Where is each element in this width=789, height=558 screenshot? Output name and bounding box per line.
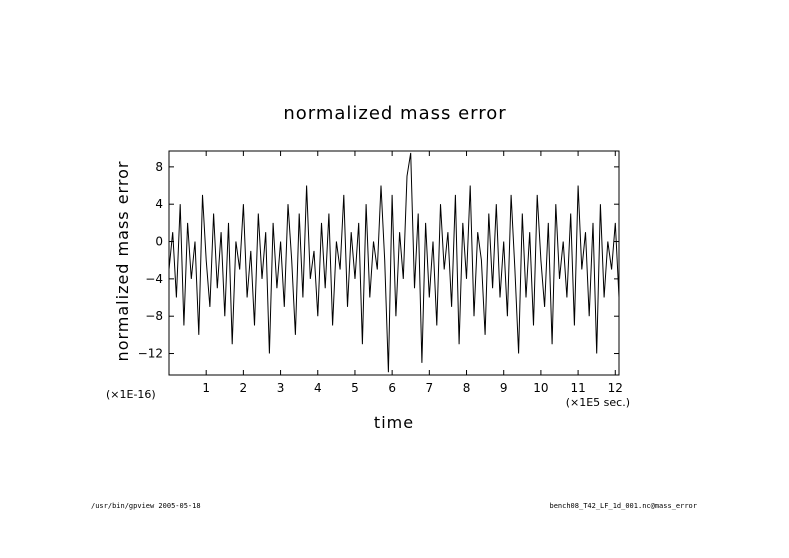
x-tick-label: 10 xyxy=(533,381,548,395)
y-tick-label: 4 xyxy=(155,197,163,211)
x-tick-label: 1 xyxy=(202,381,210,395)
y-tick-label: −12 xyxy=(138,347,163,361)
x-tick-label: 12 xyxy=(608,381,623,395)
x-tick-label: 6 xyxy=(388,381,396,395)
x-tick-label: 7 xyxy=(426,381,434,395)
x-tick-label: 5 xyxy=(351,381,359,395)
plot-frame xyxy=(168,150,620,376)
x-tick-label: 9 xyxy=(500,381,508,395)
x-tick-label: 11 xyxy=(570,381,585,395)
x-tick-label: 3 xyxy=(277,381,285,395)
y-tick-label: −4 xyxy=(145,272,163,286)
y-tick-label: 8 xyxy=(155,160,163,174)
y-tick-label: −8 xyxy=(145,309,163,323)
footer-program-date: /usr/bin/gpview 2005-05-18 xyxy=(91,502,201,510)
x-tick-label: 8 xyxy=(463,381,471,395)
plot-area xyxy=(168,150,620,376)
y-axis-label: normalized mass error xyxy=(113,161,132,362)
data-series-line xyxy=(168,152,620,373)
x-axis-label: time xyxy=(374,413,414,432)
y-tick-label: 0 xyxy=(155,235,163,249)
x-tick-label: 4 xyxy=(314,381,322,395)
footer-data-source: bench08_T42_LF_1d_001.nc@mass_error xyxy=(549,502,697,510)
x-multiplier-label: (×1E5 sec.) xyxy=(566,396,630,409)
y-multiplier-label: (×1E-16) xyxy=(106,388,156,401)
chart-title: normalized mass error xyxy=(283,103,506,124)
x-tick-label: 2 xyxy=(240,381,248,395)
